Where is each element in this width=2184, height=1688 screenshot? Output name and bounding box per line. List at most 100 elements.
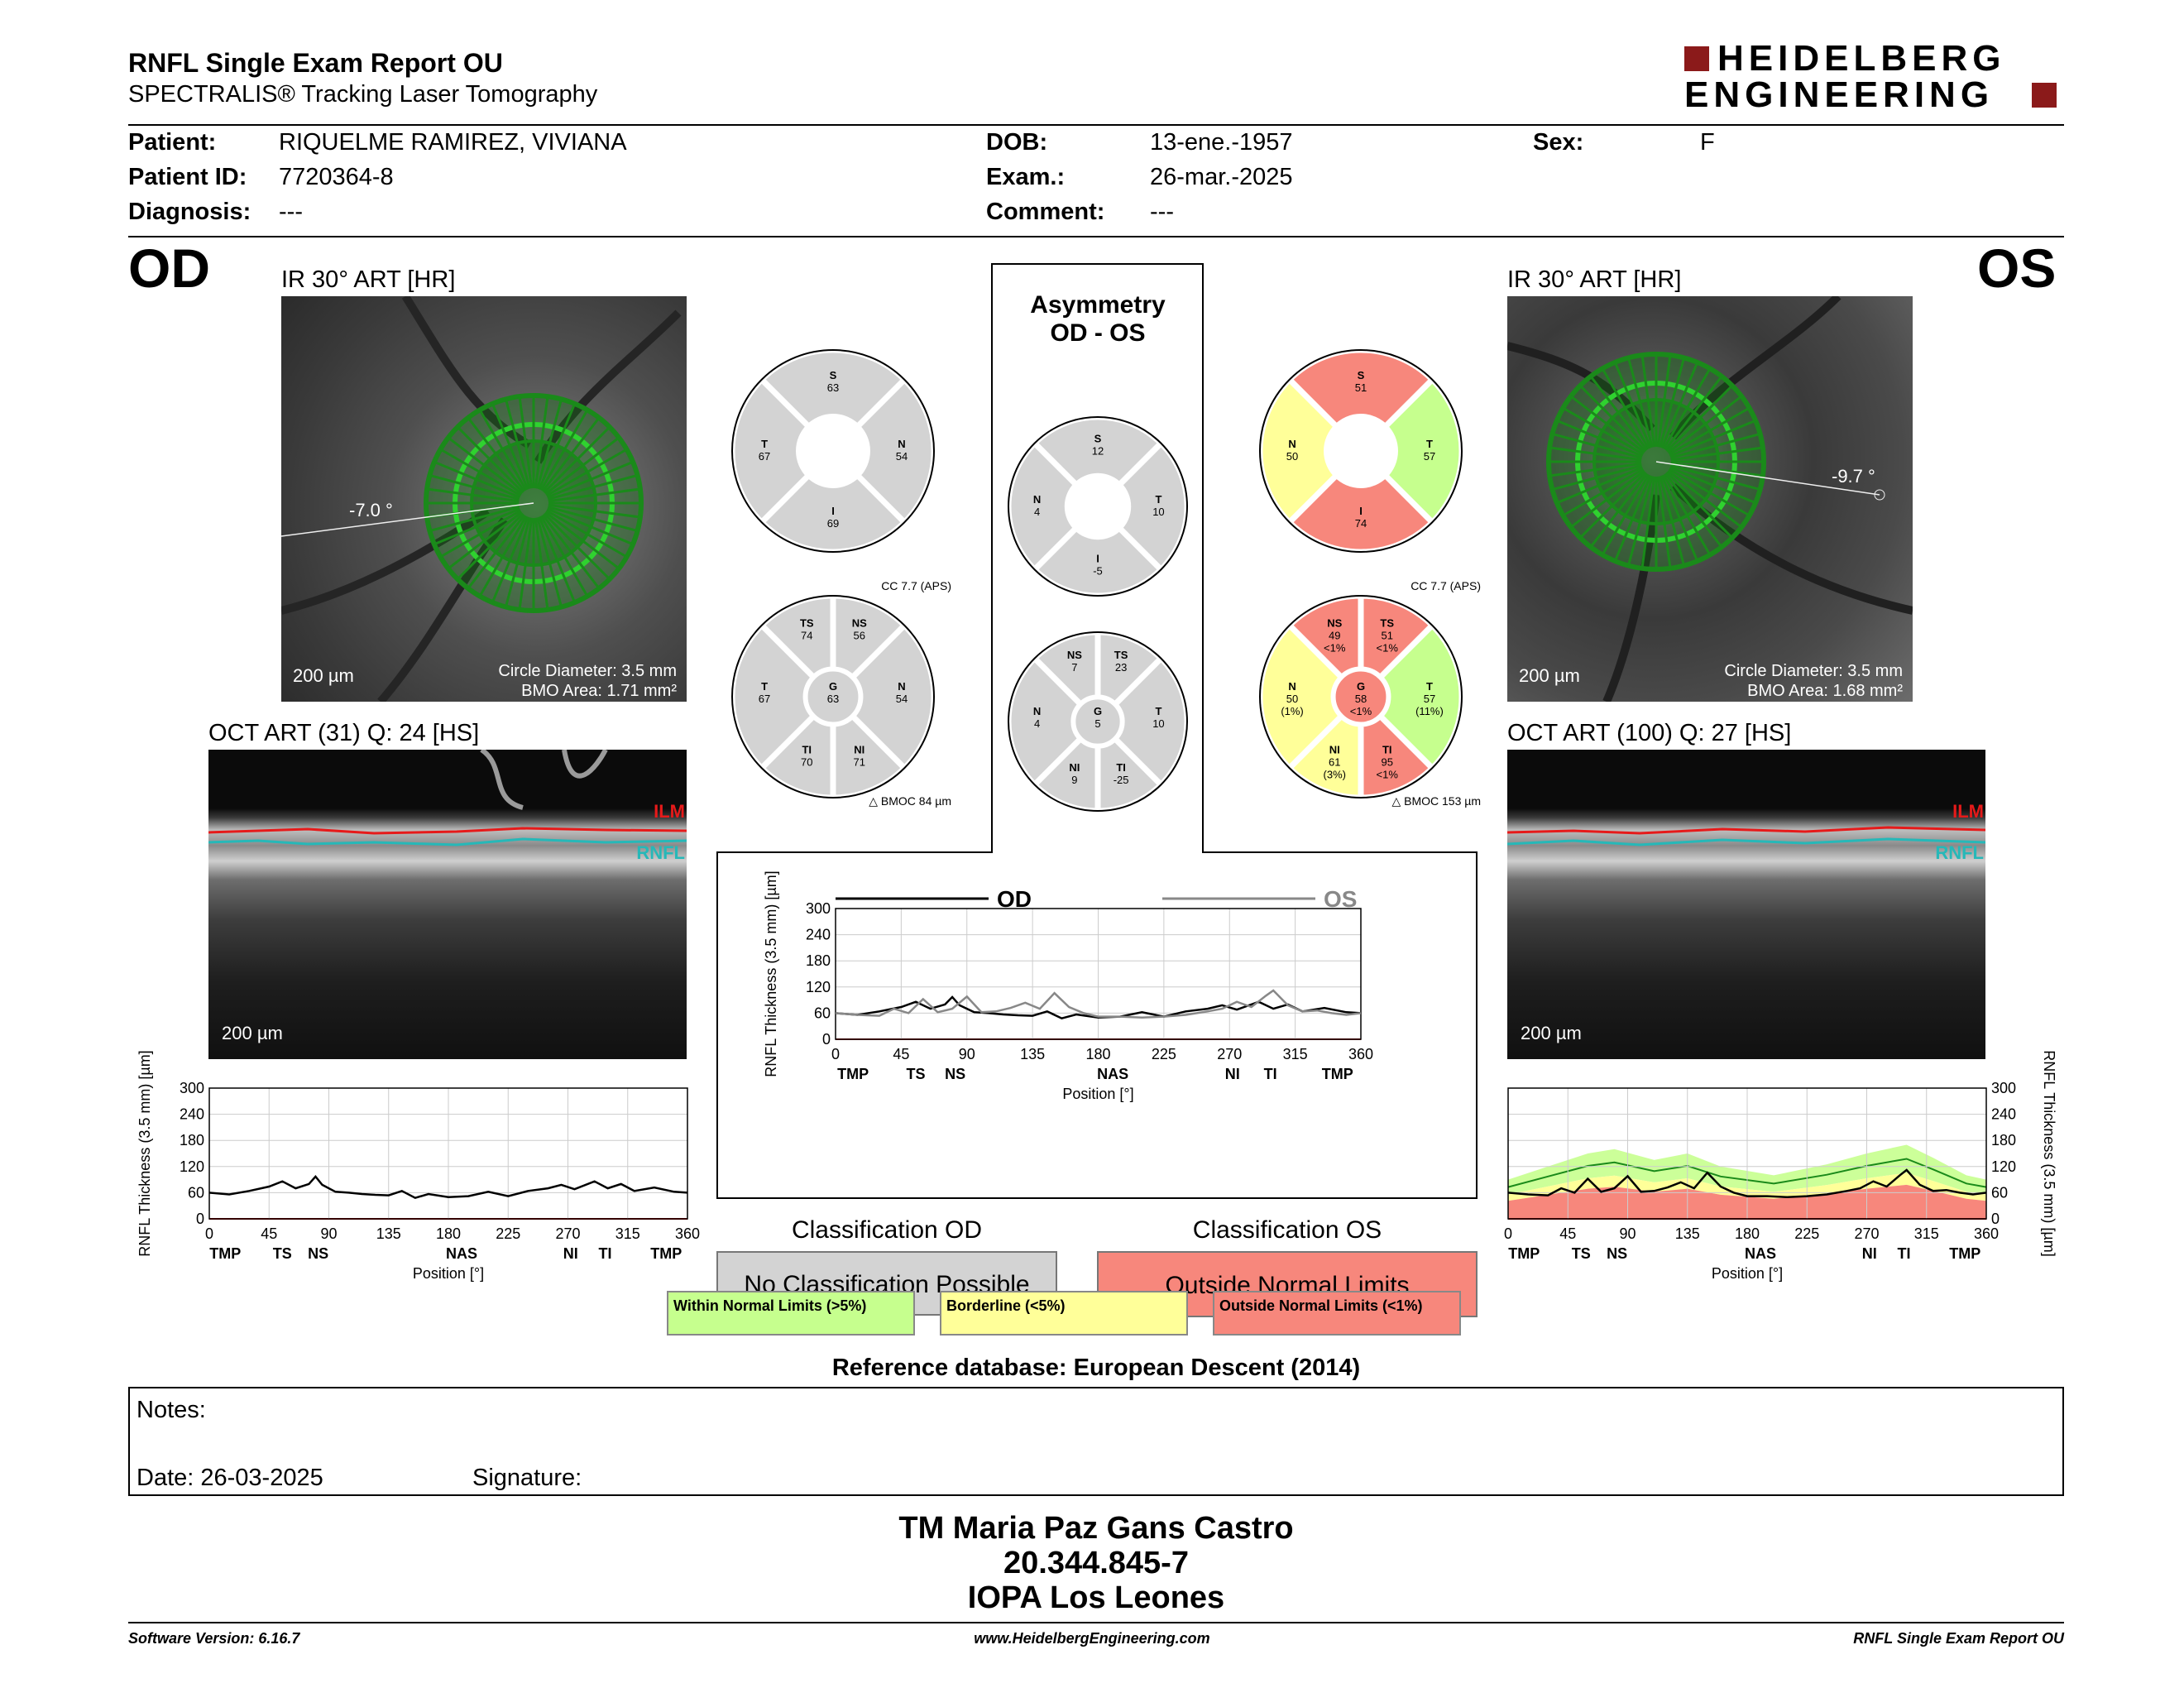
os-angle: -9.7 ° [1832,466,1875,487]
os-quadrant-bottom-label: I 74 [1355,505,1367,530]
od-quadrant-right-label: N 54 [896,438,908,463]
od-oct-scale: 200 µm [222,1023,283,1043]
od-scale: 200 µm [293,665,354,686]
series-OS [835,989,1362,1019]
os-oct-scale: 200 µm [1521,1023,1582,1043]
od-rnfl-label: RNFL [636,842,685,863]
os-sectors-global-label: G 58 <1% [1350,680,1372,717]
asym-sectors-global [1071,695,1124,748]
x-tick: 270 [1217,1046,1242,1062]
os-oct-image: ILM RNFL 200 µm [1507,750,1985,1059]
os-classification-title: Classification OS [1192,1216,1382,1244]
report-subtitle: SPECTRALIS® Tracking Laser Tomography [128,81,598,108]
series-OS [1507,1168,1987,1198]
sector-label: TI [1264,1066,1277,1082]
y-tick: 300 [180,1080,204,1096]
os-ilm-label: ILM [1952,801,1984,822]
asym-sectors-ul-label: NS 7 [1067,649,1082,674]
sector-label: NAS [1745,1245,1776,1262]
sector-label: NI [563,1245,578,1262]
os-sectors-right-label: T 57 (11%) [1415,680,1444,717]
x-tick: 180 [436,1225,461,1242]
x-tick: 180 [1735,1225,1760,1242]
os-ir-title: IR 30° ART [HR] [1507,266,1682,293]
sector-label: TS [907,1066,926,1082]
y-tick: 240 [806,927,831,943]
x-tick: 45 [1559,1225,1576,1242]
od-quadrant-top-label: S 63 [827,369,839,394]
sector-label: TMP [650,1245,682,1262]
sector-label: NI [1225,1066,1240,1082]
os-oct-title: OCT ART (100) Q: 27 [HS] [1507,720,1792,746]
x-tick: 315 [1283,1046,1308,1062]
x-tick: 135 [1675,1225,1700,1242]
od-fundus-image: -7.0 ° 200 µm Circle Diameter: 3.5 mm BM… [281,296,687,702]
y-tick: 240 [1991,1106,2016,1123]
y-tick: 300 [806,900,831,917]
legend-within-normal: Within Normal Limits (>5%) [667,1291,915,1336]
asym-sectors-ur-label: TS 23 [1114,649,1128,674]
x-axis-label: Position [°] [1062,1086,1133,1102]
od-classification-title: Classification OD [791,1216,983,1244]
x-tick: 90 [959,1046,975,1062]
od-label: OD [128,237,210,299]
y-tick: 120 [1991,1158,2016,1175]
sector-label: NAS [1097,1066,1128,1082]
legend-borderline: Borderline (<5%) [940,1291,1188,1336]
os-sectors-left-label: N 50 (1%) [1281,680,1303,717]
x-tick: 225 [1794,1225,1819,1242]
legend-outside-normal: Outside Normal Limits (<1%) [1213,1291,1461,1336]
y-tick: 180 [1991,1132,2016,1149]
od-sectors-ur-label: NS 56 [852,616,867,641]
os-sectors-ur-label: TS 51 <1% [1377,616,1399,654]
series-OD [208,1174,688,1200]
y-tick: 60 [814,1005,831,1021]
y-tick: 300 [1991,1080,2016,1096]
x-tick: 360 [675,1225,700,1242]
os-thickness-chart: 0 60 120 180 240 300 0 45 90 135 180 225 270 315 360 TM… [1504,1050,2057,1282]
od-sectors-ll-label: TI 70 [801,744,812,769]
od-sectors-lr-label: NI 71 [854,744,865,769]
sector-label: NS [945,1066,965,1082]
od-thickness-chart: 0 60 120 180 240 300 0 45 90 135 180 225 270 315 360 TM… [136,1050,700,1282]
od-sectors-global-label: G 63 [827,680,839,705]
website-link[interactable]: www.HeidelbergEngineering.com [974,1630,1210,1647]
x-tick: 180 [1085,1046,1110,1062]
sector-label: NI [1862,1245,1877,1262]
software-version: Software Version: 6.16.7 [128,1630,300,1647]
asym-thickness-chart: 0 60 120 180 240 300 0 45 90 135 180 225 270 315 360 TM… [763,870,1373,1102]
od-bmoc: △ BMOC 84 µm [869,794,951,808]
x-tick: 135 [1020,1046,1045,1062]
od-circle-diameter: Circle Diameter: 3.5 mm [498,662,677,680]
notes-box[interactable]: Notes: Date: 26-03-2025 Signature: [128,1387,2064,1496]
y-tick: 180 [806,952,831,969]
os-rnfl-label: RNFL [1935,842,1984,863]
x-tick: 315 [615,1225,640,1242]
x-tick: 270 [555,1225,580,1242]
x-tick: 360 [1974,1225,1999,1242]
sector-label: TS [1572,1245,1591,1262]
asym-chart-legend: OD OS [836,886,1357,912]
asym-sectors-lr-label: TI -25 [1114,761,1129,786]
y-tick: 0 [1991,1211,2000,1227]
sector-label: TI [598,1245,611,1262]
x-tick: 90 [1619,1225,1636,1242]
od-cc: CC 7.7 (APS) [881,579,951,592]
od-ir-title: IR 30° ART [HR] [281,266,456,293]
y-tick: 0 [822,1031,831,1048]
y-tick: 120 [806,979,831,995]
x-tick: 45 [261,1225,277,1242]
od-quadrant-bottom-label: I 69 [827,505,839,530]
x-tick: 0 [205,1225,213,1242]
asymmetry-subtitle: OD - OS [1050,319,1146,347]
x-axis-label: Position [°] [1712,1265,1783,1282]
asym-sectors-right-label: T 10 [1152,705,1164,730]
od-sectors-global [803,667,863,727]
os-quadrant-top-label: S 51 [1355,369,1367,394]
sector-label: NS [1607,1245,1627,1262]
asym-quadrant-bottom-label: I -5 [1093,552,1103,577]
sector-label: NAS [446,1245,477,1262]
y-axis-label: RNFL Thickness (3.5 mm) [µm] [763,870,779,1077]
os-circle-diameter: Circle Diameter: 3.5 mm [1724,662,1903,680]
